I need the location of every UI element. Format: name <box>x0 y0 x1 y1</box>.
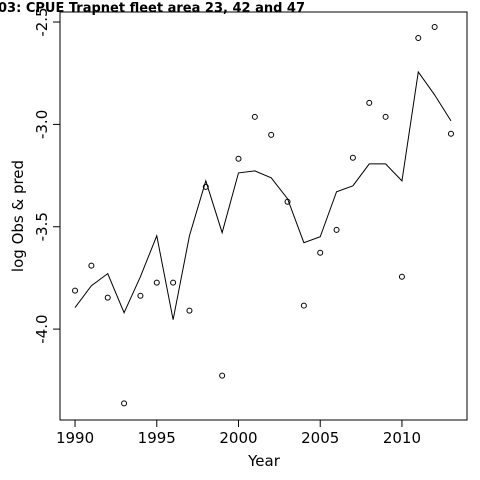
y-axis-label: log Obs & pred <box>9 160 27 272</box>
obs-point <box>219 372 226 379</box>
plot-frame <box>59 11 468 421</box>
obs-point <box>251 113 258 120</box>
obs-point <box>349 154 356 161</box>
y-tick-label: -3.0 <box>33 110 51 139</box>
x-axis-label: Year <box>247 452 281 470</box>
obs-point <box>121 400 128 407</box>
obs-point <box>88 262 95 269</box>
obs-point <box>447 130 454 137</box>
obs-point <box>317 249 324 256</box>
x-tick-label: 2010 <box>383 429 421 447</box>
x-tick-label: 2000 <box>219 429 257 447</box>
x-tick-label: 1995 <box>138 429 176 447</box>
obs-point <box>268 131 275 138</box>
obs-point <box>104 294 111 301</box>
obs-point <box>186 307 193 314</box>
obs-point <box>366 99 373 106</box>
y-tick-label: -3.5 <box>33 212 51 241</box>
pred-line <box>74 70 452 320</box>
obs-point <box>202 183 209 190</box>
obs-point <box>415 34 422 41</box>
obs-point <box>235 155 242 162</box>
obs-point <box>333 226 340 233</box>
y-tick-label: -2.5 <box>33 7 51 36</box>
obs-point <box>382 113 389 120</box>
obs-point <box>300 302 307 309</box>
obs-point <box>137 292 144 299</box>
x-tick-label: 2005 <box>301 429 339 447</box>
obs-point <box>431 23 438 30</box>
x-tick-label: 1990 <box>56 429 94 447</box>
obs-point <box>170 279 177 286</box>
obs-point <box>398 273 405 280</box>
y-tick-label: -4.0 <box>33 314 51 343</box>
obs-point <box>153 279 160 286</box>
obs-point <box>72 287 79 294</box>
